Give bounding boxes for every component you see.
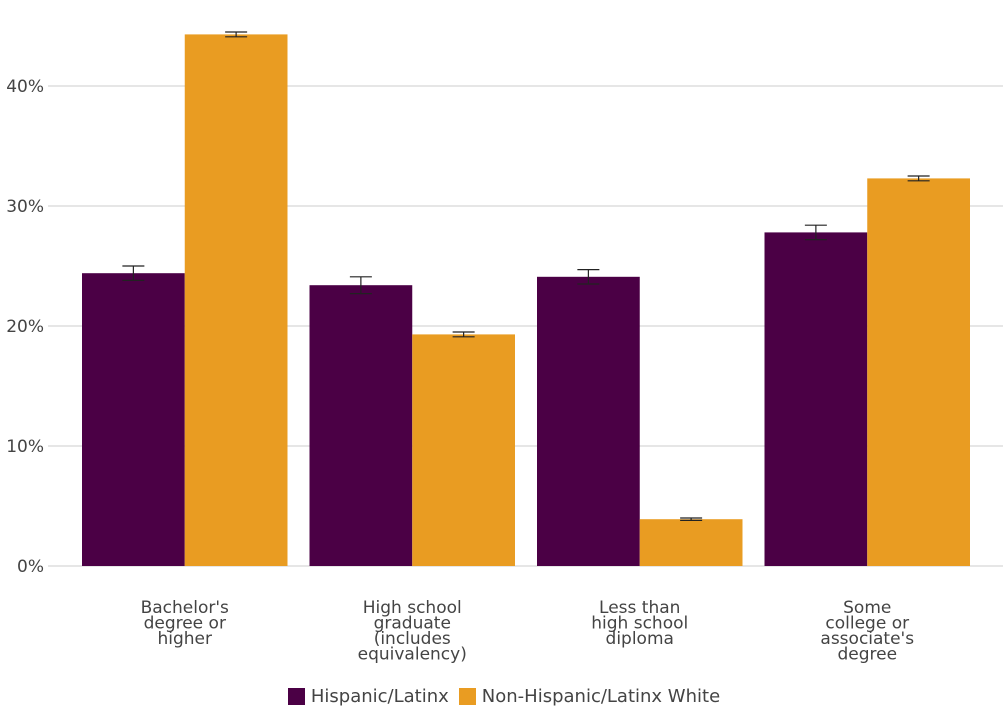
bars — [82, 34, 970, 566]
x-category-label-line: high school — [591, 614, 688, 634]
legend-swatch-series-0 — [287, 688, 305, 705]
bar-non-hispanic-white — [184, 34, 288, 566]
legend-item-series-0: Hispanic/Latinx — [287, 686, 449, 707]
x-category-label-line: degree or — [144, 614, 226, 634]
x-category-label-line: graduate — [374, 614, 451, 634]
legend-label-series-0: Hispanic/Latinx — [310, 686, 449, 707]
legend-label-series-1: Non-Hispanic/Latinx White — [481, 686, 721, 707]
bar-non-hispanic-white — [412, 334, 515, 566]
legend: Hispanic/Latinx Non-Hispanic/Latinx Whit… — [0, 686, 1008, 707]
bar-non-hispanic-white — [867, 178, 970, 566]
x-category-label-line: diploma — [606, 629, 674, 649]
bar-hispanic-latinx — [82, 273, 185, 566]
x-category-label: Bachelor's degree or higher — [141, 598, 229, 649]
x-category-label-line: equivalency) — [358, 645, 467, 665]
x-category-label-line: associate's — [820, 629, 914, 649]
x-category-label-line: High school — [363, 598, 462, 618]
error-bars — [122, 31, 930, 522]
x-category-label-line: Less than — [599, 598, 680, 618]
bar-non-hispanic-white — [639, 519, 743, 566]
x-category-label-line: college or — [825, 614, 909, 634]
bar-hispanic-latinx — [764, 232, 868, 566]
x-category-label-line: higher — [157, 629, 212, 649]
x-category-label-line: Some — [843, 598, 891, 618]
error-bar — [122, 265, 145, 281]
x-category-label: Less than high school diploma — [591, 598, 688, 649]
x-category-label-line: (includes — [374, 629, 451, 649]
x-axis-categories: Bachelor's degree or higher High school grad… — [141, 598, 915, 665]
x-category-label: Some college or associate's degree — [820, 598, 914, 665]
bar-hispanic-latinx — [537, 276, 640, 566]
x-category-label: High school graduate (includes equivalency) — [358, 598, 467, 665]
error-bar — [225, 31, 248, 38]
error-bar — [680, 517, 703, 522]
bar-hispanic-latinx — [309, 285, 413, 566]
error-bar — [452, 331, 475, 338]
error-bar — [349, 276, 372, 295]
y-axis-ticks: 0% 10% 20% 30% 40% — [6, 77, 44, 577]
y-tick-label: 30% — [6, 197, 44, 217]
error-bar — [907, 175, 930, 182]
error-bar — [577, 269, 600, 285]
y-tick-label: 0% — [17, 557, 44, 577]
error-bar — [804, 224, 827, 241]
y-tick-label: 40% — [6, 77, 44, 97]
legend-item-series-1: Non-Hispanic/Latinx White — [458, 686, 721, 707]
y-tick-label: 20% — [6, 317, 44, 337]
y-tick-label: 10% — [6, 437, 44, 457]
legend-swatch-series-1 — [458, 688, 476, 705]
x-category-label-line: degree — [837, 645, 897, 665]
x-category-label-line: Bachelor's — [141, 598, 229, 618]
